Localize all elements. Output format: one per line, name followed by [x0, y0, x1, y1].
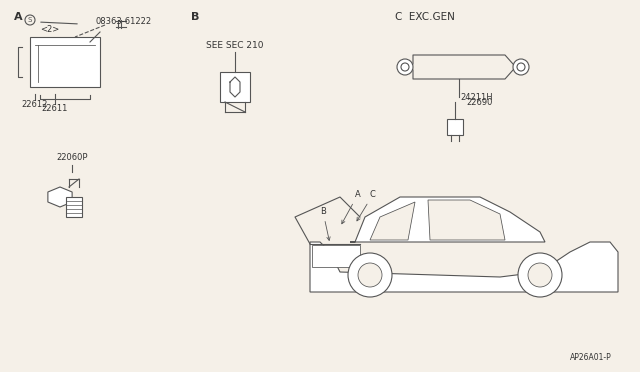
FancyBboxPatch shape: [312, 245, 360, 267]
Text: 24211H: 24211H: [460, 93, 493, 102]
FancyBboxPatch shape: [447, 119, 463, 135]
Text: 08363-61222: 08363-61222: [95, 16, 151, 26]
Circle shape: [513, 59, 529, 75]
Circle shape: [517, 63, 525, 71]
Text: <2>: <2>: [40, 25, 60, 33]
Text: A: A: [342, 190, 361, 224]
Circle shape: [518, 253, 562, 297]
Polygon shape: [48, 187, 72, 207]
Text: B: B: [191, 12, 199, 22]
Circle shape: [358, 263, 382, 287]
Text: 22690: 22690: [467, 97, 493, 106]
Circle shape: [397, 59, 413, 75]
Text: SEE SEC 210: SEE SEC 210: [206, 41, 264, 49]
Circle shape: [528, 263, 552, 287]
FancyBboxPatch shape: [30, 37, 100, 87]
Polygon shape: [66, 197, 82, 217]
Text: S: S: [28, 17, 32, 23]
Polygon shape: [310, 242, 618, 292]
Circle shape: [401, 63, 409, 71]
Polygon shape: [370, 202, 415, 240]
Text: A: A: [13, 12, 22, 22]
Text: 22611: 22611: [42, 103, 68, 112]
Polygon shape: [428, 200, 505, 240]
Polygon shape: [350, 197, 545, 242]
Text: C  EXC.GEN: C EXC.GEN: [395, 12, 455, 22]
Text: B: B: [320, 207, 330, 240]
Text: 22612: 22612: [22, 99, 48, 109]
Text: C: C: [357, 190, 376, 221]
Text: 22060P: 22060P: [56, 153, 88, 161]
Text: AP26A01-P: AP26A01-P: [570, 353, 612, 362]
Circle shape: [348, 253, 392, 297]
FancyBboxPatch shape: [220, 72, 250, 102]
